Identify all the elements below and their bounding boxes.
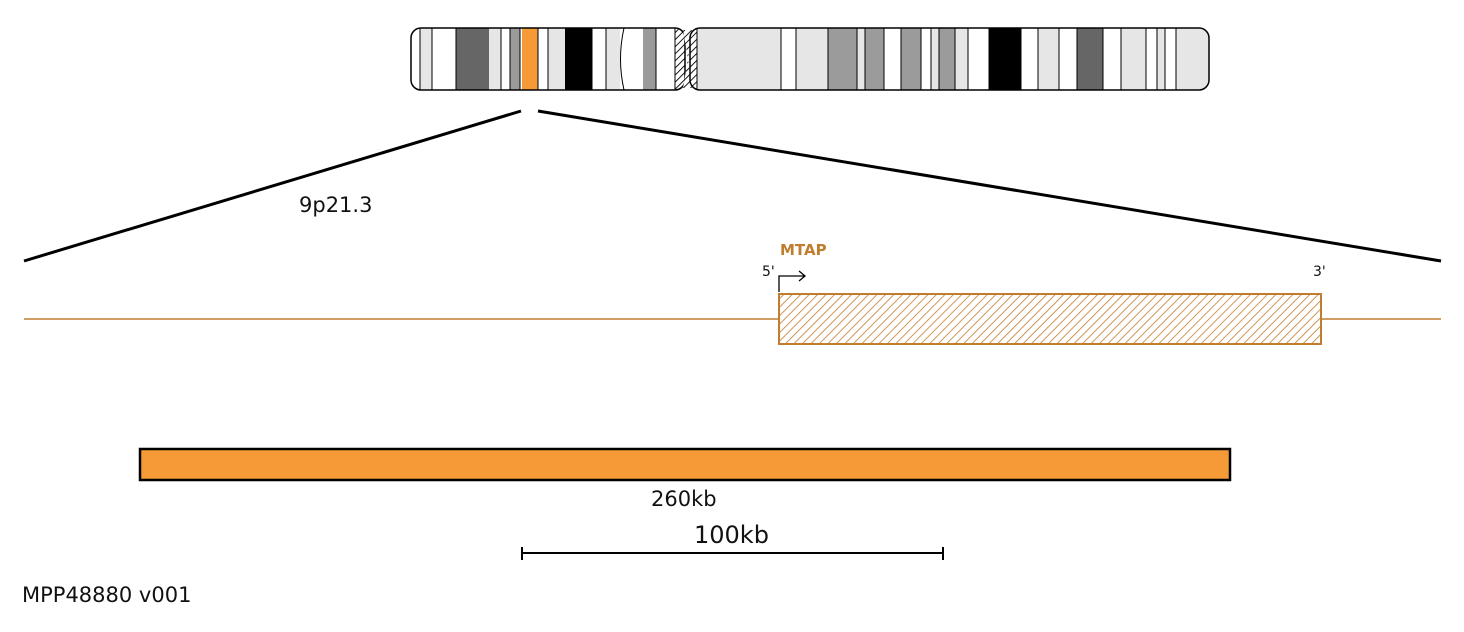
band [1146,28,1157,90]
chromosome-q-arm [690,28,1209,90]
scale-bar [521,547,944,560]
band-label: 9p21.3 [299,193,372,217]
gene-name: MTAP [780,241,827,259]
five-prime-label: 5' [762,264,775,280]
highlighted-band-9p21-3 [522,28,538,90]
band [489,28,501,90]
zoom-line-right [537,109,1442,263]
band [828,28,857,90]
band [643,28,656,90]
band [884,28,901,90]
band [989,28,1021,90]
chromosome-p-arm [411,28,685,90]
band [606,28,620,90]
zoom-line-left [23,109,522,263]
right-arrow-icon [778,270,807,292]
chromosome-ideogram [410,27,1210,91]
scale-bar-label: 100kb [694,521,769,549]
band [968,28,989,90]
band [456,28,489,90]
gene-body [778,293,1322,345]
probe-id: MPP48880 v001 [22,583,191,607]
band [781,28,796,90]
centromere-band [675,28,685,90]
band [865,28,884,90]
three-prime-label: 3' [1313,264,1326,280]
band [939,28,955,90]
band [1165,28,1176,90]
band [548,28,565,90]
region-length-label: 260kb [651,487,717,511]
band [901,28,921,90]
band [1059,28,1077,90]
band [921,28,931,90]
region-bar [138,447,1232,482]
centromere-band [690,28,697,90]
band [510,28,520,90]
band [420,28,432,90]
band [1021,28,1038,90]
band [1103,28,1121,90]
band [1077,28,1103,90]
band [565,28,592,90]
gene-mtap: MTAP 5' 3' [762,241,1326,345]
